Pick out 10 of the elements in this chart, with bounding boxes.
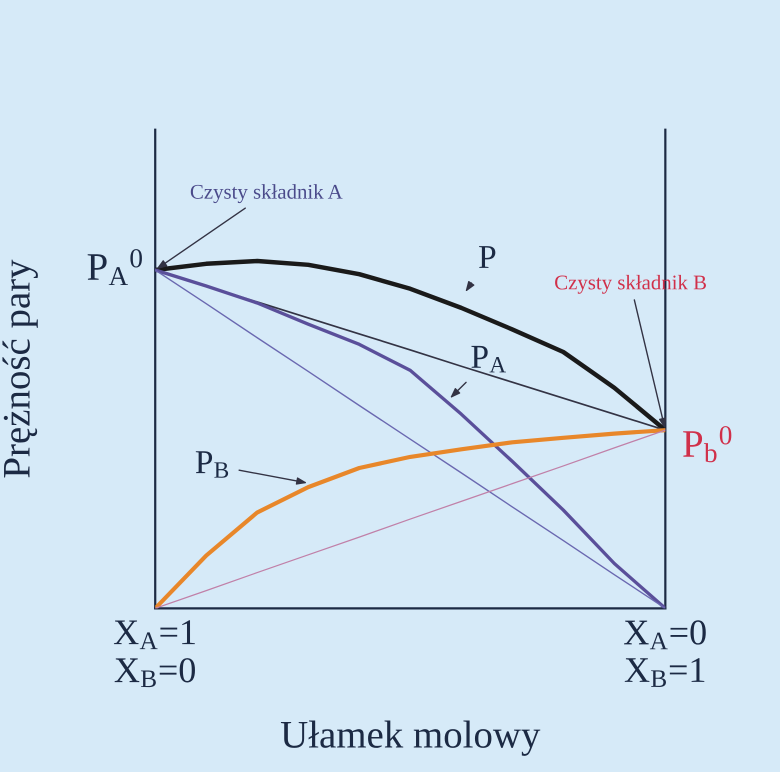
y-axis-title: Prężność pary (2, 260, 38, 478)
annotation: Czysty składnik A (190, 184, 343, 204)
x-axis-title: Ułamek molowy (280, 720, 540, 756)
annotation: P (479, 246, 496, 268)
x-tick-label: X$_{A}$=1 X$_{B}$=0 (114, 620, 195, 688)
annotation: P$_{B}$ (196, 451, 228, 478)
x-tick-label: X$_{A}$=0 X$_{B}$=1 (624, 620, 706, 687)
annotation: P$_{A}$ (471, 346, 506, 372)
annotation: P$_{A}$$^{0}$ (88, 249, 142, 286)
annotation: P$_{b}$$^{0}$ (683, 426, 732, 462)
